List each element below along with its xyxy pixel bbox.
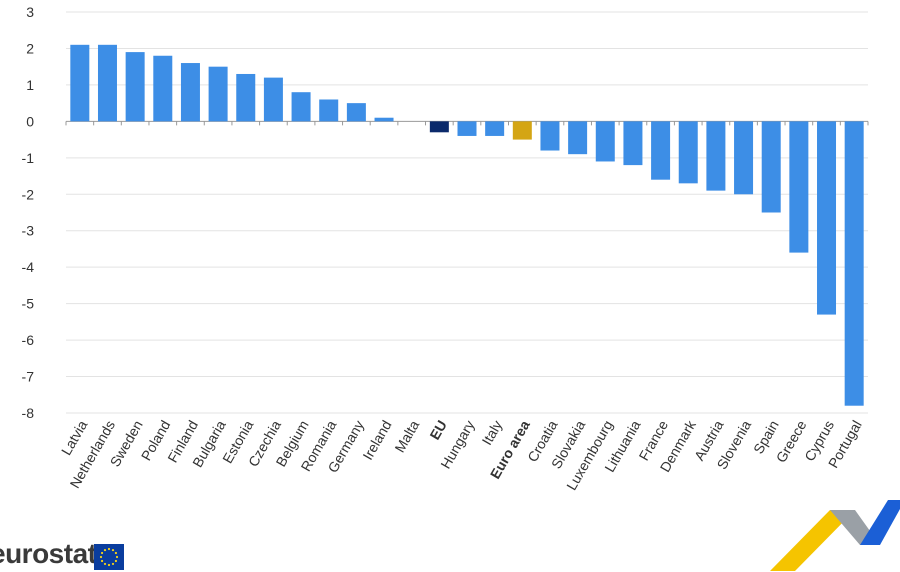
- bar: [429, 121, 449, 133]
- bar: [457, 121, 477, 136]
- flag-star: [99, 555, 103, 559]
- logo-text: eurostat: [0, 538, 97, 569]
- bar: [761, 121, 781, 213]
- decorative-chevron-icon: [770, 500, 900, 571]
- flag-star: [111, 562, 115, 566]
- y-tick-label: 3: [26, 4, 34, 20]
- bar: [180, 63, 200, 122]
- bar: [734, 121, 754, 195]
- bar: [512, 121, 532, 140]
- flag-star: [103, 548, 107, 552]
- bar: [678, 121, 698, 184]
- flag-star: [100, 559, 104, 563]
- bar: [568, 121, 588, 155]
- bar: [651, 121, 671, 180]
- eu-flag-icon: [94, 544, 124, 570]
- y-tick-label: -2: [22, 186, 35, 202]
- bar: [623, 121, 643, 166]
- bar: [70, 44, 90, 122]
- y-axis: 3 2 1 0 -1 -2 -3 -4 -5 -6 -7 -8: [22, 4, 35, 421]
- flag-star: [115, 555, 119, 559]
- y-tick-label: -7: [22, 369, 35, 385]
- bar: [485, 121, 505, 136]
- bar: [540, 121, 560, 151]
- flag-star: [114, 559, 118, 563]
- bar: [153, 55, 173, 122]
- y-tick-label: -3: [22, 223, 35, 239]
- bar: [789, 121, 809, 253]
- bar: [263, 77, 283, 122]
- category-label: Italy: [479, 417, 506, 447]
- bar: [208, 66, 228, 122]
- bar: [346, 103, 366, 122]
- flag-star: [100, 551, 104, 555]
- bar: [291, 92, 311, 122]
- flag-star: [103, 562, 107, 566]
- bar: [374, 117, 394, 122]
- flag-star: [107, 563, 111, 567]
- bar: [595, 121, 615, 162]
- bar: [97, 44, 117, 122]
- bar: [319, 99, 339, 122]
- blue-stroke: [860, 500, 900, 545]
- category-label: EU: [426, 418, 450, 443]
- y-tick-label: 0: [26, 113, 34, 129]
- category-label: Malta: [391, 417, 422, 455]
- bar: [125, 52, 145, 122]
- bars: [70, 44, 864, 406]
- flag-star: [111, 548, 115, 552]
- bar: [844, 121, 864, 406]
- flag-star: [114, 551, 118, 555]
- y-tick-label: 2: [26, 40, 34, 56]
- bar: [706, 121, 726, 191]
- y-tick-label: -5: [22, 296, 35, 312]
- bar: [236, 73, 256, 122]
- y-tick-label: -8: [22, 405, 35, 421]
- y-tick-label: -4: [22, 259, 35, 275]
- y-tick-label: -6: [22, 332, 35, 348]
- yellow-stroke: [770, 510, 855, 571]
- flag-star: [107, 547, 111, 551]
- y-tick-label: -1: [22, 150, 35, 166]
- y-tick-label: 1: [26, 77, 34, 93]
- bar: [817, 121, 837, 315]
